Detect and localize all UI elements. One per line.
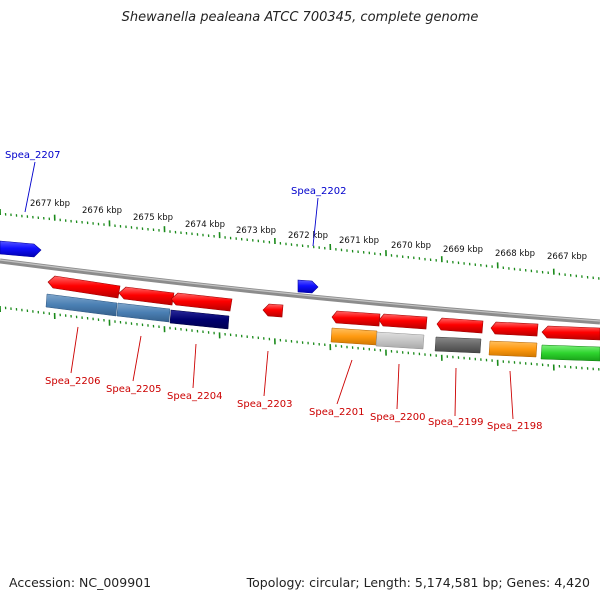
gene-spea-2205[interactable] <box>118 286 175 306</box>
gene-label-spea-2199[interactable]: Spea_2199 <box>428 417 483 428</box>
scale-label: 2677 kbp <box>30 199 70 209</box>
leader-line <box>132 335 142 382</box>
category-bars <box>45 293 600 362</box>
scale-label: 2676 kbp <box>82 206 122 216</box>
gene-next-reverse[interactable] <box>541 325 600 341</box>
scale-label: 2671 kbp <box>339 236 379 246</box>
gene-label-spea-2203[interactable]: Spea_2203 <box>237 399 292 410</box>
scale-label: 2672 kbp <box>288 231 328 241</box>
genome-backbone <box>0 258 600 325</box>
gene-label-spea-2206[interactable]: Spea_2206 <box>45 376 100 387</box>
scale-label: 2675 kbp <box>133 213 173 223</box>
gene-spea-2202[interactable] <box>297 279 319 294</box>
leader-line <box>509 370 514 420</box>
leader-line <box>263 350 269 397</box>
gene-labels: Spea_2207 Spea_2202 Spea_2206 Spea_2205 … <box>5 150 542 432</box>
scale-label: 2673 kbp <box>236 226 276 236</box>
category-bar <box>375 331 425 350</box>
genome-summary-text: Topology: circular; Length: 5,174,581 bp… <box>246 575 590 590</box>
category-bar <box>116 302 171 323</box>
gene-spea-2199[interactable] <box>436 317 484 334</box>
accession-text: Accession: NC_009901 <box>9 575 152 590</box>
leader-line <box>336 359 353 405</box>
category-bar <box>45 293 118 317</box>
map-title: Shewanella pealeana ATCC 700345, complet… <box>121 10 479 25</box>
gene-spea-2198[interactable] <box>490 321 539 337</box>
category-bar <box>488 340 538 358</box>
leader-line <box>24 161 36 213</box>
genome-backbone-highlight <box>0 259 600 322</box>
label-leaders <box>24 161 514 420</box>
gene-label-spea-2198[interactable]: Spea_2198 <box>487 421 542 432</box>
scale-label: 2670 kbp <box>391 241 431 251</box>
category-bar <box>434 336 482 354</box>
category-bar <box>330 327 378 346</box>
leader-line <box>454 367 457 417</box>
forward-genes <box>0 240 319 294</box>
gene-label-spea-2200[interactable]: Spea_2200 <box>370 412 425 423</box>
leader-line <box>396 363 400 410</box>
gene-label-spea-2205[interactable]: Spea_2205 <box>106 384 161 395</box>
leader-line <box>312 197 319 247</box>
leader-line <box>192 343 197 389</box>
scale-label: 2674 kbp <box>185 220 225 230</box>
gene-label-spea-2207[interactable]: Spea_2207 <box>5 150 60 161</box>
gene-label-spea-2202[interactable]: Spea_2202 <box>291 186 346 197</box>
gene-label-spea-2204[interactable]: Spea_2204 <box>167 391 222 402</box>
gene-spea-2207[interactable] <box>0 240 42 258</box>
gene-label-spea-2201[interactable]: Spea_2201 <box>309 407 364 418</box>
reverse-genes <box>47 275 600 341</box>
scale-label: 2668 kbp <box>495 249 535 259</box>
lower-scale-ticks <box>0 305 600 371</box>
scale-labels: 2677 kbp 2676 kbp 2675 kbp 2674 kbp 2673… <box>30 199 587 262</box>
scale-label: 2669 kbp <box>443 245 483 255</box>
gene-spea-2200[interactable] <box>378 313 428 330</box>
upper-scale-ticks <box>0 208 600 280</box>
category-bar <box>540 344 600 362</box>
gene-spea-2204[interactable] <box>170 292 233 312</box>
gene-spea-2203[interactable] <box>262 303 284 318</box>
scale-label: 2667 kbp <box>547 252 587 262</box>
gene-spea-2201[interactable] <box>331 310 381 327</box>
category-bar <box>169 309 230 330</box>
leader-line <box>70 326 79 374</box>
gene-spea-2206[interactable] <box>47 275 121 299</box>
